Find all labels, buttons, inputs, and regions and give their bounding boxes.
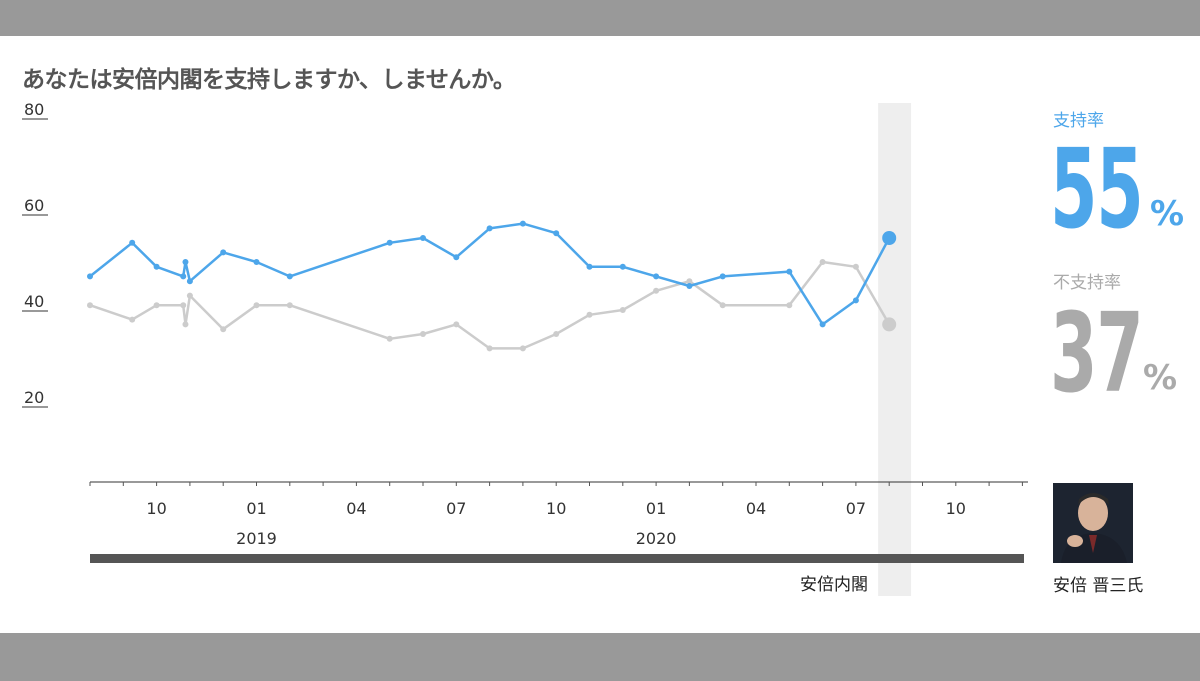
approval-point (87, 273, 93, 280)
approval-label: 支持率 (1053, 111, 1104, 131)
approval-point (553, 230, 560, 237)
disapproval-point (180, 302, 187, 309)
disapproval-value: 37 (1050, 289, 1144, 417)
y-axis: 80 60 40 20 (22, 100, 48, 408)
y-tick-label: 60 (24, 196, 44, 215)
x-tick-label: 10 (146, 499, 166, 518)
approval-point (253, 259, 260, 265)
disapproval-point (182, 321, 189, 328)
approval-point (686, 283, 693, 289)
x-tick-label: 07 (446, 499, 466, 518)
approval-point (453, 254, 460, 261)
approval-point (129, 239, 136, 246)
approval-point (186, 278, 193, 285)
approval-point (882, 231, 897, 245)
disapproval-point (586, 311, 593, 318)
era-bar-label: 安倍内閣 (800, 575, 868, 595)
approval-point (586, 263, 593, 270)
disapproval-point (153, 302, 160, 309)
disapproval-point (386, 335, 393, 342)
x-tick-label: 01 (646, 499, 666, 518)
disapproval-point (486, 345, 493, 352)
disapproval-point (553, 331, 560, 337)
approval-point (719, 273, 726, 280)
approval-point (519, 220, 526, 227)
approval-point (286, 273, 293, 280)
disapproval-point (420, 331, 426, 337)
y-tick-label: 20 (24, 388, 44, 407)
highlight-band (878, 103, 912, 596)
approval-point (819, 321, 826, 328)
leader-name: 安倍 晋三氏 (1053, 576, 1144, 596)
x-tick-label: 01 (246, 499, 266, 518)
approval-point (420, 235, 426, 241)
approval-point (786, 268, 793, 275)
approval-point (852, 297, 859, 304)
x-tick-label: 04 (346, 499, 366, 518)
disapproval-point (653, 287, 660, 294)
x-tick-label: 04 (746, 499, 766, 518)
approval-point (653, 273, 660, 280)
chart-svg: 80 60 40 20 10 01 04 07 10 01 04 07 10 2019 2020 (22, 100, 1028, 596)
disapproval-point (882, 317, 897, 332)
disapproval-point (253, 302, 260, 309)
approval-point (619, 263, 626, 270)
approval-point (180, 273, 187, 280)
era-bar (90, 554, 1024, 563)
disapproval-point (619, 307, 626, 313)
chart-title: あなたは安倍内閣を支持しますか、しませんか。 (22, 67, 516, 93)
approval-point (486, 225, 493, 232)
disapproval-point (220, 326, 227, 333)
x-tick-label: 10 (946, 499, 966, 518)
approval-value: 55 (1050, 125, 1144, 253)
year-label: 2019 (236, 529, 277, 548)
disapproval-unit: % (1143, 358, 1178, 398)
disapproval-point (852, 263, 859, 270)
approval-unit: % (1150, 194, 1185, 234)
disapproval-point (87, 302, 93, 309)
disapproval-point (129, 316, 136, 323)
x-axis: 10 01 04 07 10 01 04 07 10 2019 2020 (89, 481, 1028, 548)
disapproval-label: 不支持率 (1053, 273, 1121, 293)
disapproval-point (819, 259, 826, 265)
approval-point (220, 249, 227, 256)
x-tick-label: 07 (846, 499, 866, 518)
chart-panel: 80 60 40 20 10 01 04 07 10 01 04 07 10 2019 2020 あなたは… (0, 36, 1200, 633)
year-label: 2020 (636, 529, 677, 548)
disapproval-point (719, 302, 726, 309)
disapproval-point (453, 321, 460, 328)
plot-area (87, 220, 897, 352)
disapproval-point (286, 302, 293, 309)
disapproval-line (89, 260, 891, 350)
approval-point (153, 263, 160, 270)
x-tick-label: 10 (546, 499, 566, 518)
disapproval-point (519, 345, 526, 352)
disapproval-point (786, 302, 793, 309)
disapproval-point (186, 292, 193, 299)
approval-point (182, 259, 189, 265)
disapproval-point (686, 278, 693, 285)
y-tick-label: 80 (24, 100, 44, 119)
approval-point (386, 239, 393, 246)
leader-photo (1053, 483, 1133, 563)
y-tick-label: 40 (24, 292, 44, 311)
approval-line (89, 222, 891, 326)
